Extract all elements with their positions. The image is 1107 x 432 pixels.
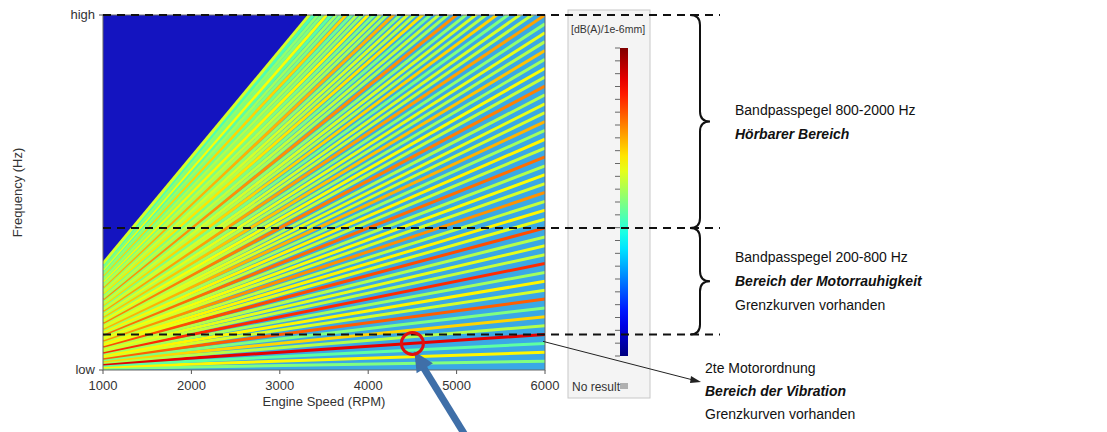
highlight-circle	[401, 332, 423, 354]
colorbar-tick	[615, 86, 620, 87]
y-tick-label: high	[70, 7, 95, 22]
x-tick	[456, 370, 457, 374]
order-line	[103, 15, 545, 265]
band-line	[103, 14, 720, 16]
colorbar-tick	[615, 60, 620, 61]
colorbar-tick	[615, 227, 620, 228]
brace	[690, 15, 710, 228]
colorbar-tick	[615, 112, 620, 113]
colorbar-tick	[615, 73, 620, 74]
annotation-text: 2te Motorordnung	[705, 360, 816, 376]
pointer-arrow-shaft	[418, 359, 464, 432]
colorbar-panel	[568, 10, 650, 398]
order-region	[103, 15, 545, 370]
colorbar-tick	[615, 48, 620, 49]
no-result-swatch	[620, 383, 628, 389]
order-line	[103, 15, 545, 266]
order-line	[103, 15, 545, 292]
y-tick	[99, 15, 103, 16]
leader-line	[543, 341, 697, 381]
colorbar-tick	[615, 304, 620, 305]
annotation-text: Grenzkurven vorhanden	[735, 297, 885, 313]
order-line	[103, 15, 545, 278]
order-line	[103, 15, 545, 271]
no-result-label: No result	[572, 380, 621, 394]
x-tick-label: 6000	[531, 378, 560, 393]
colorbar-tick	[615, 240, 620, 241]
annotation-text: Bandpasspegel 800-2000 Hz	[735, 102, 916, 118]
y-tick-label: low	[75, 362, 95, 377]
order-line	[103, 15, 545, 264]
colorbar-tick	[615, 317, 620, 318]
colorbar-label: [dB(A)/1e-6mm]	[571, 23, 645, 35]
colorbar-tick	[615, 266, 620, 267]
order-line	[103, 15, 545, 274]
colorbar-tick	[615, 279, 620, 280]
annotation-text: Bereich der Vibration	[705, 383, 846, 399]
brace	[690, 228, 710, 335]
order-line	[103, 42, 545, 316]
x-tick-label: 2000	[177, 378, 206, 393]
annotation-text: Bereich der Motorrauhigkeit	[735, 273, 923, 289]
colorbar-tick	[615, 176, 620, 177]
x-tick	[103, 370, 104, 374]
order-line	[103, 15, 545, 295]
colorbar-tick	[615, 125, 620, 126]
y-tick	[99, 370, 103, 371]
order-line	[103, 15, 545, 277]
order-line	[103, 15, 545, 272]
plot-frame	[103, 15, 545, 370]
plot-area	[103, 15, 545, 370]
colorbar-tick	[615, 356, 620, 357]
colorbar-scale	[620, 48, 628, 356]
colorbar-tick	[615, 150, 620, 151]
x-tick-label: 1000	[89, 378, 118, 393]
annotation-text: Bandpasspegel 200-800 Hz	[735, 249, 908, 265]
colorbar-tick	[615, 99, 620, 100]
x-tick	[191, 370, 192, 374]
x-tick	[279, 370, 280, 374]
x-axis-title: Engine Speed (RPM)	[263, 394, 386, 409]
annotation-text: Grenzkurven vorhanden	[705, 406, 855, 422]
colorbar-tick	[615, 343, 620, 344]
x-tick-label: 4000	[354, 378, 383, 393]
order-line	[103, 15, 545, 280]
x-tick	[545, 370, 546, 374]
colorbar-tick	[615, 163, 620, 164]
order-line	[103, 15, 545, 268]
order-line	[103, 15, 545, 275]
colorbar-tick	[615, 202, 620, 203]
y-axis-title: Frequency (Hz)	[10, 148, 25, 238]
colorbar-tick	[615, 330, 620, 331]
annotation-text: Hörbarer Bereich	[735, 126, 849, 142]
order-line	[103, 15, 545, 296]
x-tick-label: 5000	[442, 378, 471, 393]
colorbar-tick	[615, 214, 620, 215]
chart: 1000 2000 3000 4000 5000 6000 Engine Speed (RP…	[0, 0, 1107, 432]
band-line	[103, 227, 720, 229]
order-line	[103, 24, 545, 312]
colorbar-tick	[615, 291, 620, 292]
colorbar-tick	[615, 137, 620, 138]
x-tick	[368, 370, 369, 374]
colorbar-tick	[615, 189, 620, 190]
leader-arrow-head	[690, 376, 701, 383]
order-line	[103, 15, 545, 293]
colorbar-tick	[615, 253, 620, 254]
order-line	[103, 15, 545, 269]
x-tick-label: 3000	[265, 378, 294, 393]
